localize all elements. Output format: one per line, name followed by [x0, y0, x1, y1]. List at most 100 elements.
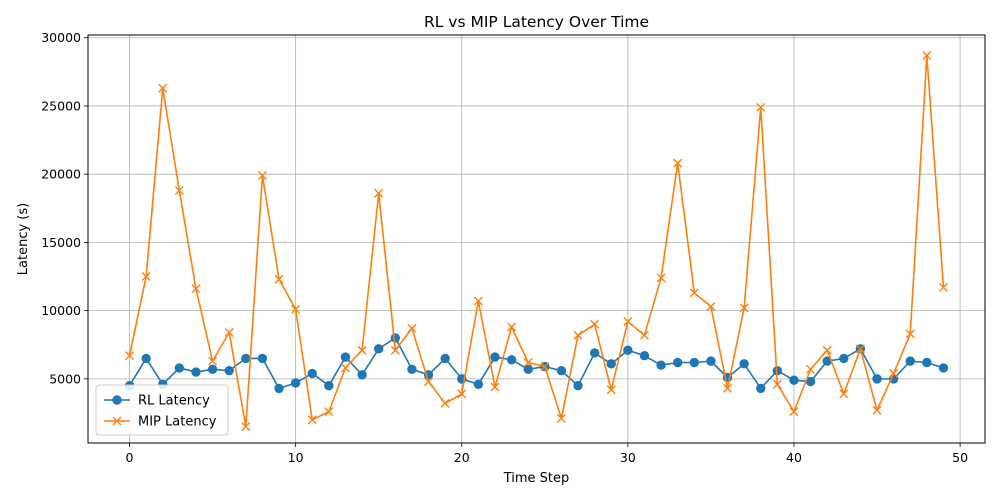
data-point	[374, 188, 384, 198]
data-point	[357, 370, 367, 380]
legend-marker	[112, 416, 122, 426]
data-point	[739, 359, 749, 369]
data-point	[241, 422, 251, 432]
data-point	[290, 378, 301, 388]
x-tick-label: 10	[288, 450, 304, 465]
data-point	[739, 303, 749, 313]
data-point	[756, 383, 766, 394]
data-point	[789, 375, 799, 385]
data-point	[839, 389, 849, 399]
x-axis-label: Time Step	[503, 471, 570, 486]
data-point	[473, 379, 484, 390]
data-point	[174, 363, 185, 373]
data-point	[922, 357, 932, 368]
data-point	[623, 345, 633, 355]
data-point	[390, 345, 400, 355]
data-point	[207, 364, 218, 375]
data-point	[589, 348, 600, 358]
x-tick-label: 30	[620, 450, 636, 465]
grid	[88, 35, 985, 443]
x-tick-label: 40	[786, 450, 802, 465]
data-point	[706, 302, 716, 312]
y-tick-label: 20000	[41, 167, 81, 182]
data-point	[872, 374, 882, 384]
data-point	[938, 282, 948, 292]
data-point	[307, 415, 317, 425]
data-point	[656, 360, 666, 370]
data-point	[257, 171, 267, 181]
data-point	[440, 353, 450, 364]
data-point	[324, 380, 334, 391]
data-point	[440, 398, 450, 408]
data-point	[922, 50, 932, 60]
data-point	[689, 357, 700, 368]
data-point	[506, 355, 517, 365]
ticks: 0 10 20 30 40 50 5000 10000 15000 20000 25000 30000	[41, 30, 968, 465]
data-point	[639, 350, 650, 361]
data-point	[224, 327, 234, 337]
data-point	[291, 304, 301, 314]
legend-marker	[112, 395, 122, 405]
data-point	[191, 284, 201, 294]
data-point	[457, 389, 467, 399]
data-point	[141, 353, 151, 364]
data-point	[490, 352, 500, 362]
data-point	[905, 356, 915, 366]
data-point	[606, 385, 616, 395]
data-point	[407, 323, 417, 333]
data-point	[224, 365, 234, 376]
x-tick-label: 20	[454, 450, 470, 465]
x-tick-label: 0	[126, 450, 134, 465]
series-mip-latency	[125, 50, 948, 432]
plot-frame	[87, 34, 986, 444]
data-point	[473, 296, 483, 306]
data-point	[706, 356, 716, 366]
data-point	[723, 383, 733, 393]
data-point	[556, 413, 566, 423]
data-point	[822, 345, 832, 355]
data-point	[307, 368, 317, 379]
data-point	[672, 357, 683, 368]
data-point	[689, 288, 699, 298]
y-tick-label: 5000	[49, 371, 81, 386]
data-point	[241, 353, 251, 364]
data-point	[573, 380, 583, 391]
series-layer	[124, 50, 949, 432]
data-point	[905, 329, 915, 339]
data-point	[639, 330, 649, 340]
legend-entry: RL Latency	[104, 394, 210, 409]
data-point	[556, 365, 567, 376]
data-point	[257, 353, 268, 364]
data-point	[806, 364, 816, 374]
data-point	[125, 351, 135, 361]
data-point	[573, 330, 583, 340]
data-point	[407, 364, 417, 375]
data-point	[673, 158, 683, 168]
data-point	[208, 356, 218, 366]
data-point	[756, 102, 766, 112]
data-point	[872, 405, 882, 415]
y-tick-label: 15000	[41, 235, 81, 250]
data-point	[889, 368, 899, 378]
y-tick-label: 25000	[41, 98, 81, 113]
data-point	[340, 352, 351, 362]
legend-label: RL Latency	[138, 394, 210, 409]
data-point	[274, 383, 284, 394]
data-point	[141, 272, 151, 282]
data-point	[174, 186, 184, 196]
data-point	[789, 407, 799, 417]
data-point	[656, 273, 666, 283]
y-tick-label: 10000	[41, 303, 81, 318]
y-axis-label: Latency (s)	[16, 203, 31, 275]
data-point	[324, 407, 334, 417]
data-point	[158, 83, 168, 93]
chart-title: RL vs MIP Latency Over Time	[424, 13, 649, 31]
data-point	[191, 367, 201, 377]
legend-label: MIP Latency	[138, 415, 217, 430]
x-tick-label: 50	[952, 450, 968, 465]
data-point	[274, 274, 284, 284]
data-point	[540, 362, 550, 372]
data-point	[855, 344, 865, 354]
data-point	[623, 317, 633, 327]
